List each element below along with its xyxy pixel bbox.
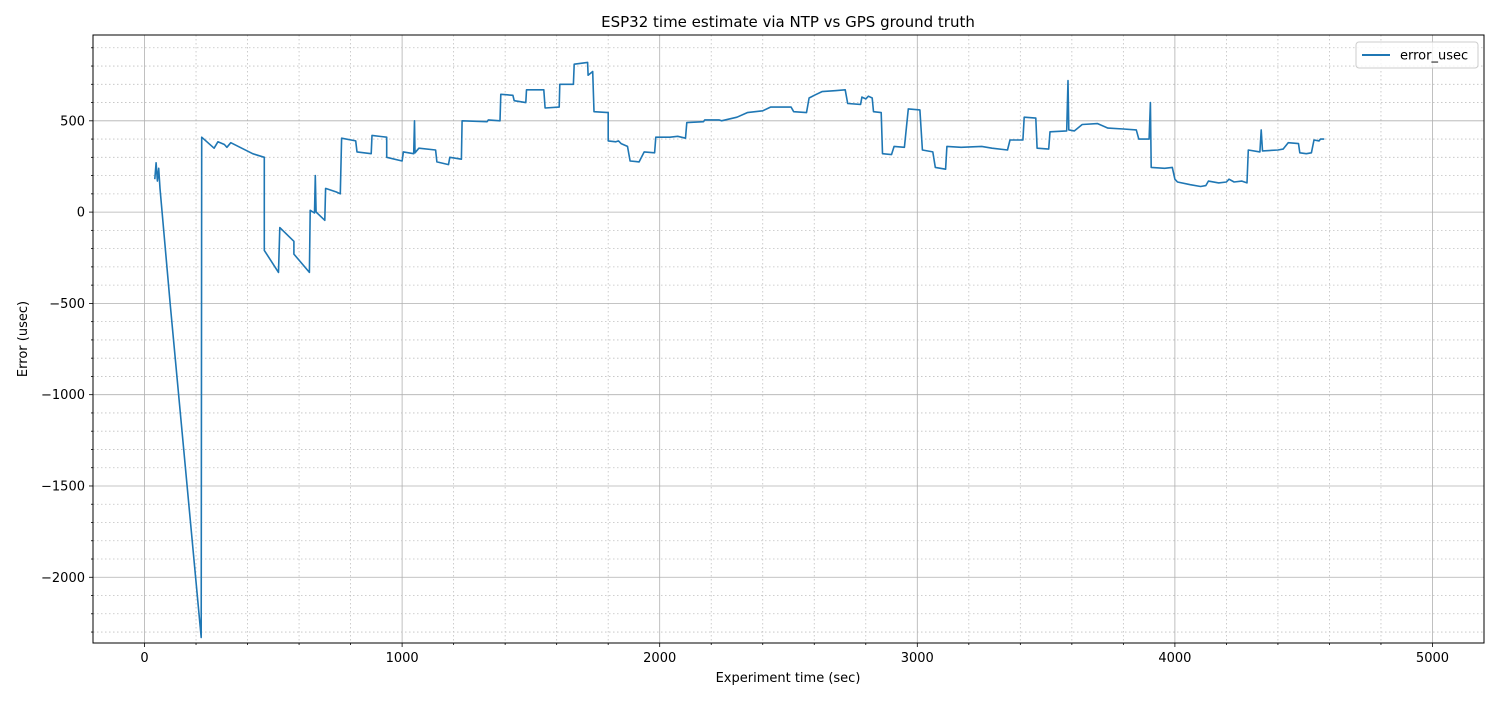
y-tick-label: −500 bbox=[49, 297, 85, 312]
legend-label: error_usec bbox=[1400, 49, 1468, 64]
chart-title: ESP32 time estimate via NTP vs GPS groun… bbox=[601, 13, 975, 31]
series-line-error_usec bbox=[154, 61, 1325, 639]
x-tick-label: 2000 bbox=[643, 651, 676, 666]
legend-box bbox=[1355, 41, 1479, 69]
x-tick-label: 1000 bbox=[386, 651, 419, 666]
x-tick-label: 5000 bbox=[1416, 651, 1449, 666]
y-axis-label: Error (usec) bbox=[16, 301, 31, 377]
x-tick-label: 4000 bbox=[1158, 651, 1191, 666]
y-tick-label: −1000 bbox=[41, 388, 85, 403]
y-tick-label: 0 bbox=[77, 206, 85, 221]
x-tick-label: 3000 bbox=[901, 651, 934, 666]
x-tick-label: 0 bbox=[140, 651, 148, 666]
grid-layer bbox=[93, 35, 1484, 643]
series-layer bbox=[154, 61, 1325, 639]
y-tick-label: −2000 bbox=[41, 571, 85, 586]
plot-frame bbox=[92, 34, 1485, 644]
y-tick-label: 500 bbox=[60, 114, 85, 129]
y-tick-label: −1500 bbox=[41, 479, 85, 494]
x-axis-label: Experiment time (sec) bbox=[716, 671, 861, 686]
legend: error_usec bbox=[1355, 41, 1479, 69]
tick-layer: 0 1000 2000 3000 4000 5000−2000−1500−1000−500… bbox=[41, 47, 1449, 666]
